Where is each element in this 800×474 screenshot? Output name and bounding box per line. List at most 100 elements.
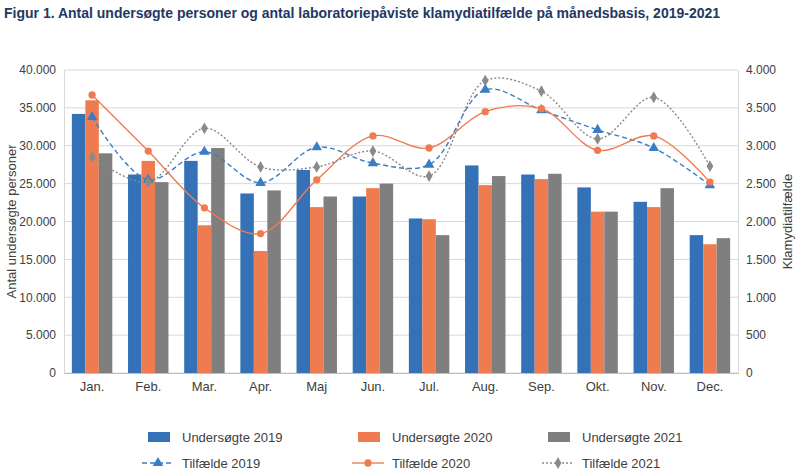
tick: 30.000 — [19, 139, 64, 153]
bar — [436, 235, 449, 373]
axis-line — [64, 71, 65, 374]
tick: 2.500 — [738, 177, 776, 191]
legend-item: Tilfælde 2021 — [542, 456, 660, 471]
line-series — [89, 75, 714, 188]
tick-label: 2.000 — [746, 215, 776, 229]
bar — [142, 161, 155, 373]
legend-marker — [153, 457, 164, 466]
legend-label: Undersøgte 2020 — [392, 430, 492, 445]
marker — [199, 146, 210, 155]
marker — [707, 160, 714, 172]
marker — [650, 91, 657, 103]
tick-label: Mar. — [192, 379, 217, 394]
tick: Nov. — [641, 373, 667, 394]
tick-label: 3.000 — [746, 139, 776, 153]
y-axis: 0 5.000 10.000 15.000 20.000 25.000 30.000 35.0… — [19, 63, 64, 380]
tick: 5.000 — [26, 328, 64, 342]
bar — [198, 225, 211, 373]
bar — [240, 193, 253, 373]
marker — [145, 176, 152, 188]
marker — [425, 144, 432, 151]
marker — [311, 141, 322, 150]
grid-line — [64, 107, 738, 108]
y2-axis: 05001.0001.5002.0002.5003.0003.5004.000 — [738, 63, 776, 380]
marker — [648, 142, 659, 151]
marker — [426, 170, 433, 182]
marker — [424, 159, 435, 168]
legend-label: Tilfælde 2020 — [392, 456, 470, 471]
tick: 40.000 — [19, 63, 64, 77]
tick-label: Sep. — [528, 379, 555, 394]
y2-axis-title: Klamydiatilfælde — [780, 174, 795, 269]
tick-label: 30.000 — [19, 139, 56, 153]
marker — [313, 161, 320, 173]
marker — [257, 230, 264, 237]
legend-label: Undersøgte 2021 — [582, 430, 682, 445]
tick-label: 1.000 — [746, 291, 776, 305]
tick: Jul. — [419, 373, 439, 394]
line — [92, 89, 710, 185]
bar — [660, 188, 673, 373]
bar — [634, 202, 647, 373]
tick-label: Aug. — [472, 379, 499, 394]
tick-label: 0 — [49, 366, 56, 380]
tick-label: Apr. — [249, 379, 272, 394]
marker — [594, 147, 601, 154]
tick-label: 25.000 — [19, 177, 56, 191]
tick: Sep. — [528, 373, 555, 394]
legend-label: Undersøgte 2019 — [182, 430, 282, 445]
tick: Aug. — [472, 373, 499, 394]
bar — [267, 190, 280, 373]
bar — [465, 165, 478, 373]
bar — [604, 212, 617, 373]
tick-label: 4.000 — [746, 63, 776, 77]
tick: 35.000 — [19, 101, 64, 115]
legend-swatch — [548, 432, 570, 442]
marker — [370, 145, 377, 157]
line — [92, 78, 710, 182]
tick: 2.000 — [738, 215, 776, 229]
bar — [211, 148, 224, 373]
marker — [369, 132, 376, 139]
bar — [155, 182, 168, 373]
title: Figur 1. Antal undersøgte personer og an… — [4, 5, 720, 21]
bar — [99, 153, 112, 373]
tick: Dec. — [697, 373, 724, 394]
tick: 20.000 — [19, 215, 64, 229]
tick-label: 15.000 — [19, 253, 56, 267]
marker — [145, 147, 152, 154]
bar — [690, 235, 703, 373]
marker — [538, 85, 545, 97]
bar — [72, 114, 85, 373]
x-axis: Jan.Feb.Mar.Apr.MajJun.Jul.Aug.Sep.Okt.N… — [65, 373, 739, 394]
tick: Jun. — [361, 373, 386, 394]
tick-label: Feb. — [135, 379, 161, 394]
tick-label: 3.500 — [746, 101, 776, 115]
marker — [592, 124, 603, 133]
legend-item: Undersøgte 2021 — [548, 430, 682, 445]
marker — [536, 104, 547, 113]
line — [92, 95, 710, 234]
bar — [254, 251, 267, 373]
tick-label: Jun. — [361, 379, 386, 394]
bar — [366, 188, 379, 373]
marker — [368, 157, 379, 166]
marker — [255, 177, 266, 186]
line-series — [87, 84, 715, 189]
tick-label: 500 — [746, 328, 766, 342]
tick: Okt. — [586, 373, 610, 394]
tick-label: Jan. — [80, 379, 105, 394]
marker — [482, 75, 489, 87]
tick: Mar. — [192, 373, 217, 394]
tick: Jan. — [80, 373, 105, 394]
bar — [422, 219, 435, 373]
tick: 1.000 — [738, 291, 776, 305]
bar — [310, 207, 323, 373]
tick-label: 0 — [746, 366, 753, 380]
grid — [64, 70, 738, 373]
grid-line — [64, 145, 738, 146]
tick: 10.000 — [19, 291, 64, 305]
legend-marker — [555, 457, 562, 469]
bar — [521, 175, 534, 373]
tick-label: 40.000 — [19, 63, 56, 77]
